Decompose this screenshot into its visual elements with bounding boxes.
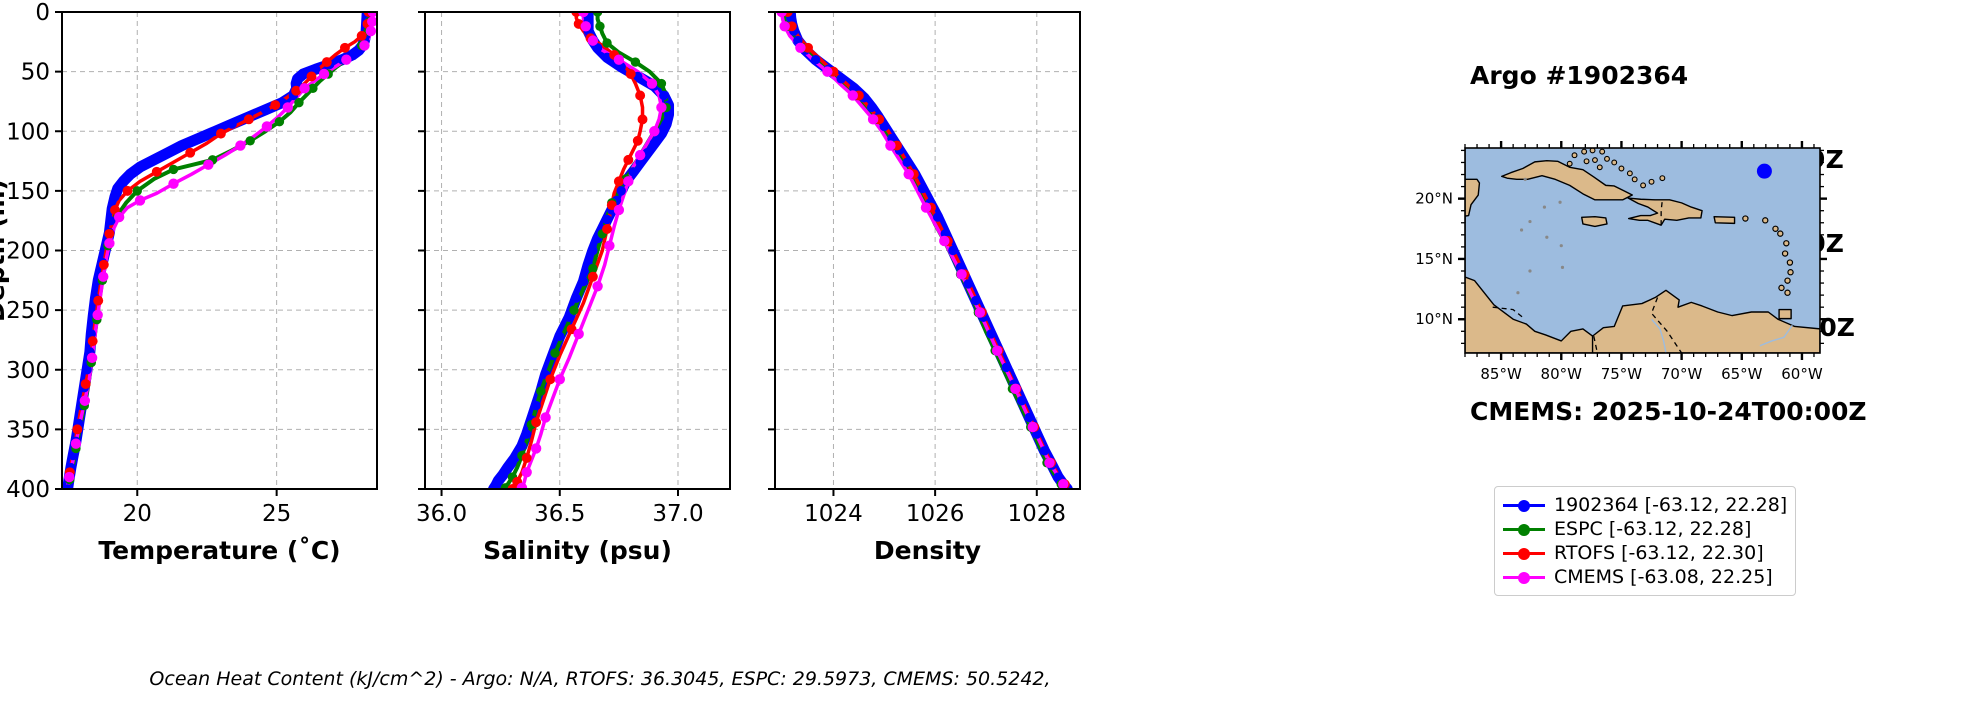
legend-swatch-espc [1503,519,1545,539]
legend-marker-icon [1518,500,1530,512]
legend-label: ESPC [-63.12, 22.28] [1554,518,1752,540]
series-legend: 1902364 [-63.12, 22.28] ESPC [-63.12, 22.… [1494,486,1796,596]
map-x-tick-label: 70°W [1661,365,1703,380]
map-y-tick-label: 15°N [1415,250,1453,268]
legend-item-cmems[interactable]: CMEMS [-63.08, 22.25] [1503,565,1787,589]
x-axis-label: Density [874,536,981,565]
legend-item-rtofs[interactable]: RTOFS [-63.12, 22.30] [1503,541,1787,565]
y-tick-label: 400 [6,477,50,503]
header-line-argo-id: Argo #1902364 [1470,61,1689,90]
legend-label: 1902364 [-63.12, 22.28] [1554,494,1788,516]
legend-marker-icon [1518,548,1530,560]
x-tick-label: 20 [123,501,152,527]
density-plot: 1024 1026 1028 Density [750,0,1170,660]
x-tick-label: 1028 [1008,501,1067,527]
density-panel: 1024 1026 1028 Density [750,0,1170,660]
map-x-tick-label: 60°W [1781,365,1823,380]
legend-marker-icon [1518,524,1530,536]
y-tick-label: 50 [21,60,50,86]
x-tick-label: 25 [262,501,291,527]
legend-item-argo[interactable]: 1902364 [-63.12, 22.28] [1503,493,1787,517]
legend-label: CMEMS [-63.08, 22.25] [1554,566,1773,588]
legend-swatch-argo [1503,495,1545,515]
legend-swatch-cmems [1503,567,1545,587]
y-tick-label: 300 [6,358,50,384]
y-tick-label: 350 [6,417,50,443]
y-tick-label: 200 [6,239,50,265]
legend-label: RTOFS [-63.12, 22.30] [1554,542,1764,564]
salinity-panel: 36.0 36.5 37.0 Salinity (psu) [400,0,800,660]
float-location-marker [1756,163,1772,179]
x-tick-label: 1026 [906,501,965,527]
y-tick-label: 100 [6,119,50,145]
legend-marker-icon [1518,572,1530,584]
y-tick-label: 0 [35,0,50,26]
legend-item-espc[interactable]: ESPC [-63.12, 22.28] [1503,517,1787,541]
y-tick-label: 250 [6,298,50,324]
map-x-tick-label: 75°W [1601,365,1643,380]
y-axis-label: Depth (m) [0,179,10,322]
map-y-tick-label: 10°N [1415,310,1453,328]
map-x-tick-label: 65°W [1721,365,1763,380]
ocean-heat-content-caption: Ocean Heat Content (kJ/cm^2) - Argo: N/A… [149,668,1051,690]
legend-swatch-rtofs [1503,543,1545,563]
y-tick-label: 150 [6,179,50,205]
x-tick-label: 36.0 [416,501,467,527]
location-map-panel: 85°W 80°W 75°W 70°W 65°W 60°W 10°N 15°N 20°N [1380,140,1850,383]
x-tick-label: 36.5 [534,501,585,527]
map-x-tick-label: 80°W [1541,365,1583,380]
x-axis-label: Salinity (psu) [483,536,672,565]
header-line-cmems-time: CMEMS: 2025-10-24T00:00Z [1470,397,1867,426]
map-x-tick-label: 85°W [1480,365,1522,380]
caribbean-location-map: 85°W 80°W 75°W 70°W 65°W 60°W 10°N 15°N 20°N [1415,141,1827,383]
x-axis-label: Temperature (˚C) [98,536,340,565]
x-tick-label: 1024 [804,501,863,527]
x-tick-label: 37.0 [652,501,703,527]
map-y-tick-label: 20°N [1415,190,1453,208]
salinity-plot: 36.0 36.5 37.0 Salinity (psu) [400,0,800,660]
